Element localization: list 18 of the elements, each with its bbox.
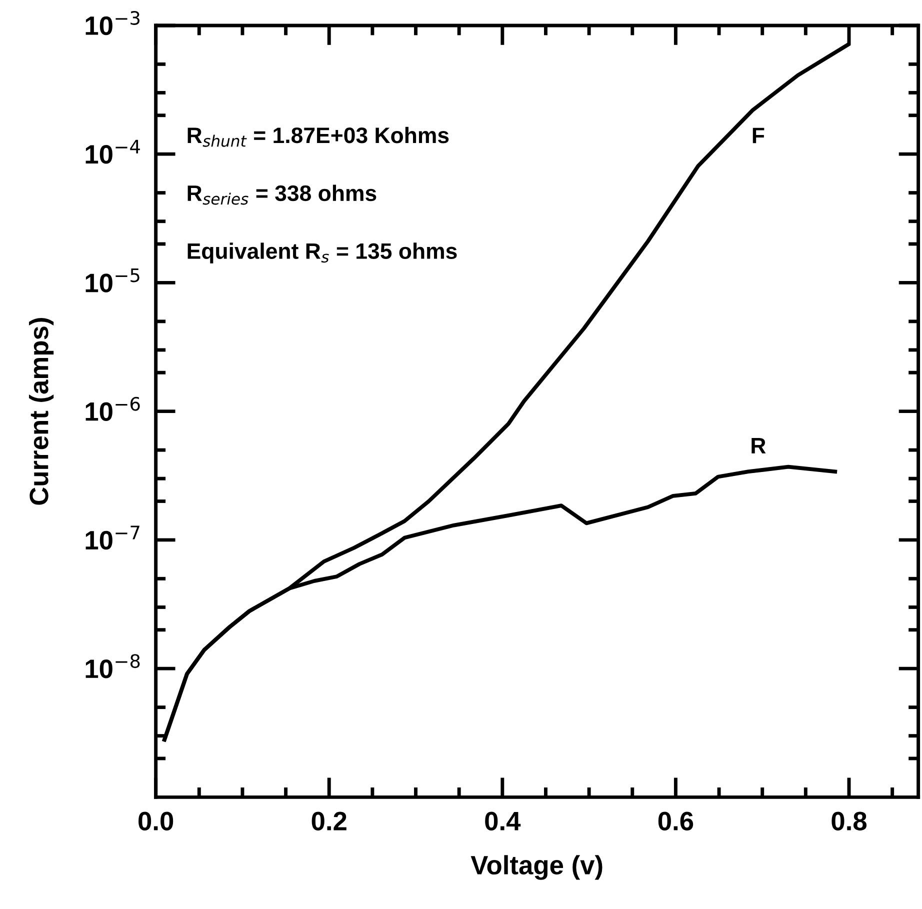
y-axis-title: Current (amps) [28, 318, 54, 505]
x-tick-label: 0.4 [485, 812, 521, 830]
annotation: R [752, 438, 766, 454]
x-tick-label: 0.8 [832, 812, 867, 830]
x-axis-title: Voltage (v) [470, 855, 602, 880]
y-tick-label: 10$^{−4}$ [86, 140, 140, 164]
annotation: Equivalent R$_{s}$ = 135 ohms [188, 242, 457, 264]
annotation: R$_{shunt}$ = 1.87E+03 Kohms [188, 126, 449, 147]
y-tick-label: 10$^{−6}$ [86, 396, 140, 421]
y-tick-label: 10$^{−5}$ [86, 268, 140, 292]
y-tick-label: 10$^{−8}$ [86, 654, 140, 678]
y-tick-label: 10$^{−3}$ [86, 11, 140, 36]
y-tick-label: 10$^{−7}$ [86, 526, 140, 550]
x-tick-label: 0.2 [312, 812, 346, 830]
x-tick-label: 0.6 [658, 812, 694, 830]
x-tick-label: 0.0 [138, 812, 174, 830]
annotation: F [752, 128, 764, 144]
annotation: R$_{series}$ = 338 ohms [188, 184, 376, 205]
